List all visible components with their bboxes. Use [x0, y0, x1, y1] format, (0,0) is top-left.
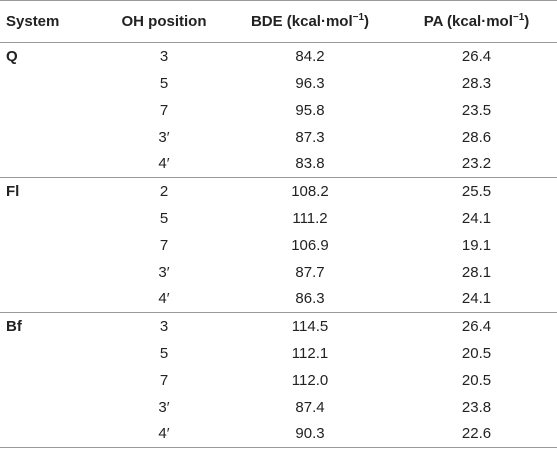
cell-bde: 90.3 [230, 420, 390, 448]
table-row: 7 106.9 19.1 [0, 232, 557, 259]
cell-system [0, 124, 98, 151]
cell-pa: 25.5 [390, 177, 557, 205]
cell-bde: 112.0 [291, 371, 329, 389]
cell-pa: 22.6 [390, 420, 557, 448]
cell-bde: 111.2 [292, 209, 328, 227]
table-row: Q 3 84.2 26.4 [0, 42, 557, 70]
cell-system: Fl [0, 177, 98, 205]
cell-bde: 96.3 [295, 74, 325, 92]
cell-bde: 95.8 [295, 101, 325, 119]
cell-pa: 23.5 [461, 101, 492, 119]
cell-oh-position: 5 [159, 344, 169, 362]
bde-pa-table: System OH position BDE (kcal·mol−1) PA (… [0, 0, 557, 448]
cell-bde: 87.3 [295, 128, 325, 146]
cell-pa: 26.4 [390, 42, 557, 70]
table-row: 7 112.0 20.5 [0, 367, 557, 394]
cell-system [0, 394, 98, 421]
cell-pa: 26.4 [390, 312, 557, 340]
cell-system [0, 97, 98, 124]
table-header: System OH position BDE (kcal·mol−1) PA (… [0, 0, 557, 43]
table-body: Q 3 84.2 26.4 5 96.3 28.3 7 95.8 23.5 3′… [0, 42, 557, 448]
cell-bde: 83.8 [295, 155, 325, 173]
cell-oh-position: 4′ [158, 290, 170, 308]
table-row: 7 95.8 23.5 [0, 97, 557, 124]
header-pa-text: PA (kcal·mol [423, 13, 513, 30]
cell-bde: 86.3 [295, 290, 325, 308]
cell-system [0, 420, 98, 448]
cell-system: Bf [0, 312, 98, 340]
header-pa: PA (kcal·mol−1) [390, 0, 557, 43]
cell-system [0, 259, 98, 286]
table-row: 4′ 90.3 22.6 [0, 420, 557, 448]
cell-bde: 108.2 [230, 177, 390, 205]
cell-bde: 106.9 [291, 236, 329, 254]
cell-pa: 23.8 [461, 398, 492, 416]
cell-system [0, 232, 98, 259]
cell-oh-position: 3 [98, 312, 230, 340]
cell-pa: 24.1 [461, 209, 492, 227]
cell-oh-position: 7 [159, 101, 169, 119]
header-bde: BDE (kcal·mol−1) [230, 0, 390, 43]
table-row: Bf 3 114.5 26.4 [0, 312, 557, 340]
cell-oh-position: 4′ [158, 155, 170, 173]
table-row: 3′ 87.4 23.8 [0, 394, 557, 421]
cell-oh-position: 7 [159, 371, 169, 389]
table-row: 3′ 87.3 28.6 [0, 124, 557, 151]
cell-bde: 112.1 [291, 344, 329, 362]
cell-system [0, 286, 98, 313]
cell-pa: 24.1 [461, 290, 492, 308]
cell-system [0, 340, 98, 367]
header-bde-close: ) [364, 13, 370, 30]
cell-oh-position: 3′ [158, 263, 170, 281]
cell-pa: 20.5 [461, 344, 492, 362]
header-row: System OH position BDE (kcal·mol−1) PA (… [0, 0, 557, 43]
cell-system [0, 367, 98, 394]
cell-oh-position: 7 [159, 236, 169, 254]
cell-system [0, 70, 98, 97]
cell-bde: 87.4 [295, 398, 325, 416]
cell-oh-position: 3 [98, 42, 230, 70]
cell-oh-position: 2 [98, 177, 230, 205]
table-row: 3′ 87.7 28.1 [0, 259, 557, 286]
table-row: 5 111.2 24.1 [0, 205, 557, 232]
cell-oh-position: 4′ [98, 420, 230, 448]
cell-pa: 28.6 [461, 128, 492, 146]
cell-oh-position: 3′ [158, 398, 170, 416]
header-oh-position: OH position [98, 0, 230, 43]
cell-pa: 19.1 [461, 236, 492, 254]
table-row: 5 112.1 20.5 [0, 340, 557, 367]
table-row: 4′ 86.3 24.1 [0, 286, 557, 313]
cell-bde: 84.2 [230, 42, 390, 70]
cell-oh-position: 5 [159, 209, 169, 227]
header-bde-text: BDE (kcal·mol [250, 13, 353, 30]
cell-pa: 28.1 [461, 263, 492, 281]
header-bde-sup: −1 [352, 12, 365, 23]
table-row: Fl 2 108.2 25.5 [0, 177, 557, 205]
cell-pa: 28.3 [461, 74, 492, 92]
table-row: 4′ 83.8 23.2 [0, 151, 557, 178]
cell-system: Q [0, 42, 98, 70]
header-pa-close: ) [524, 13, 530, 30]
cell-bde: 114.5 [230, 312, 390, 340]
cell-pa: 23.2 [461, 155, 492, 173]
header-pa-sup: −1 [512, 12, 525, 23]
cell-system [0, 151, 98, 178]
table-row: 5 96.3 28.3 [0, 70, 557, 97]
header-system: System [0, 0, 98, 43]
cell-pa: 20.5 [461, 371, 492, 389]
cell-system [0, 205, 98, 232]
cell-oh-position: 5 [159, 74, 169, 92]
cell-bde: 87.7 [295, 263, 325, 281]
cell-oh-position: 3′ [158, 128, 170, 146]
